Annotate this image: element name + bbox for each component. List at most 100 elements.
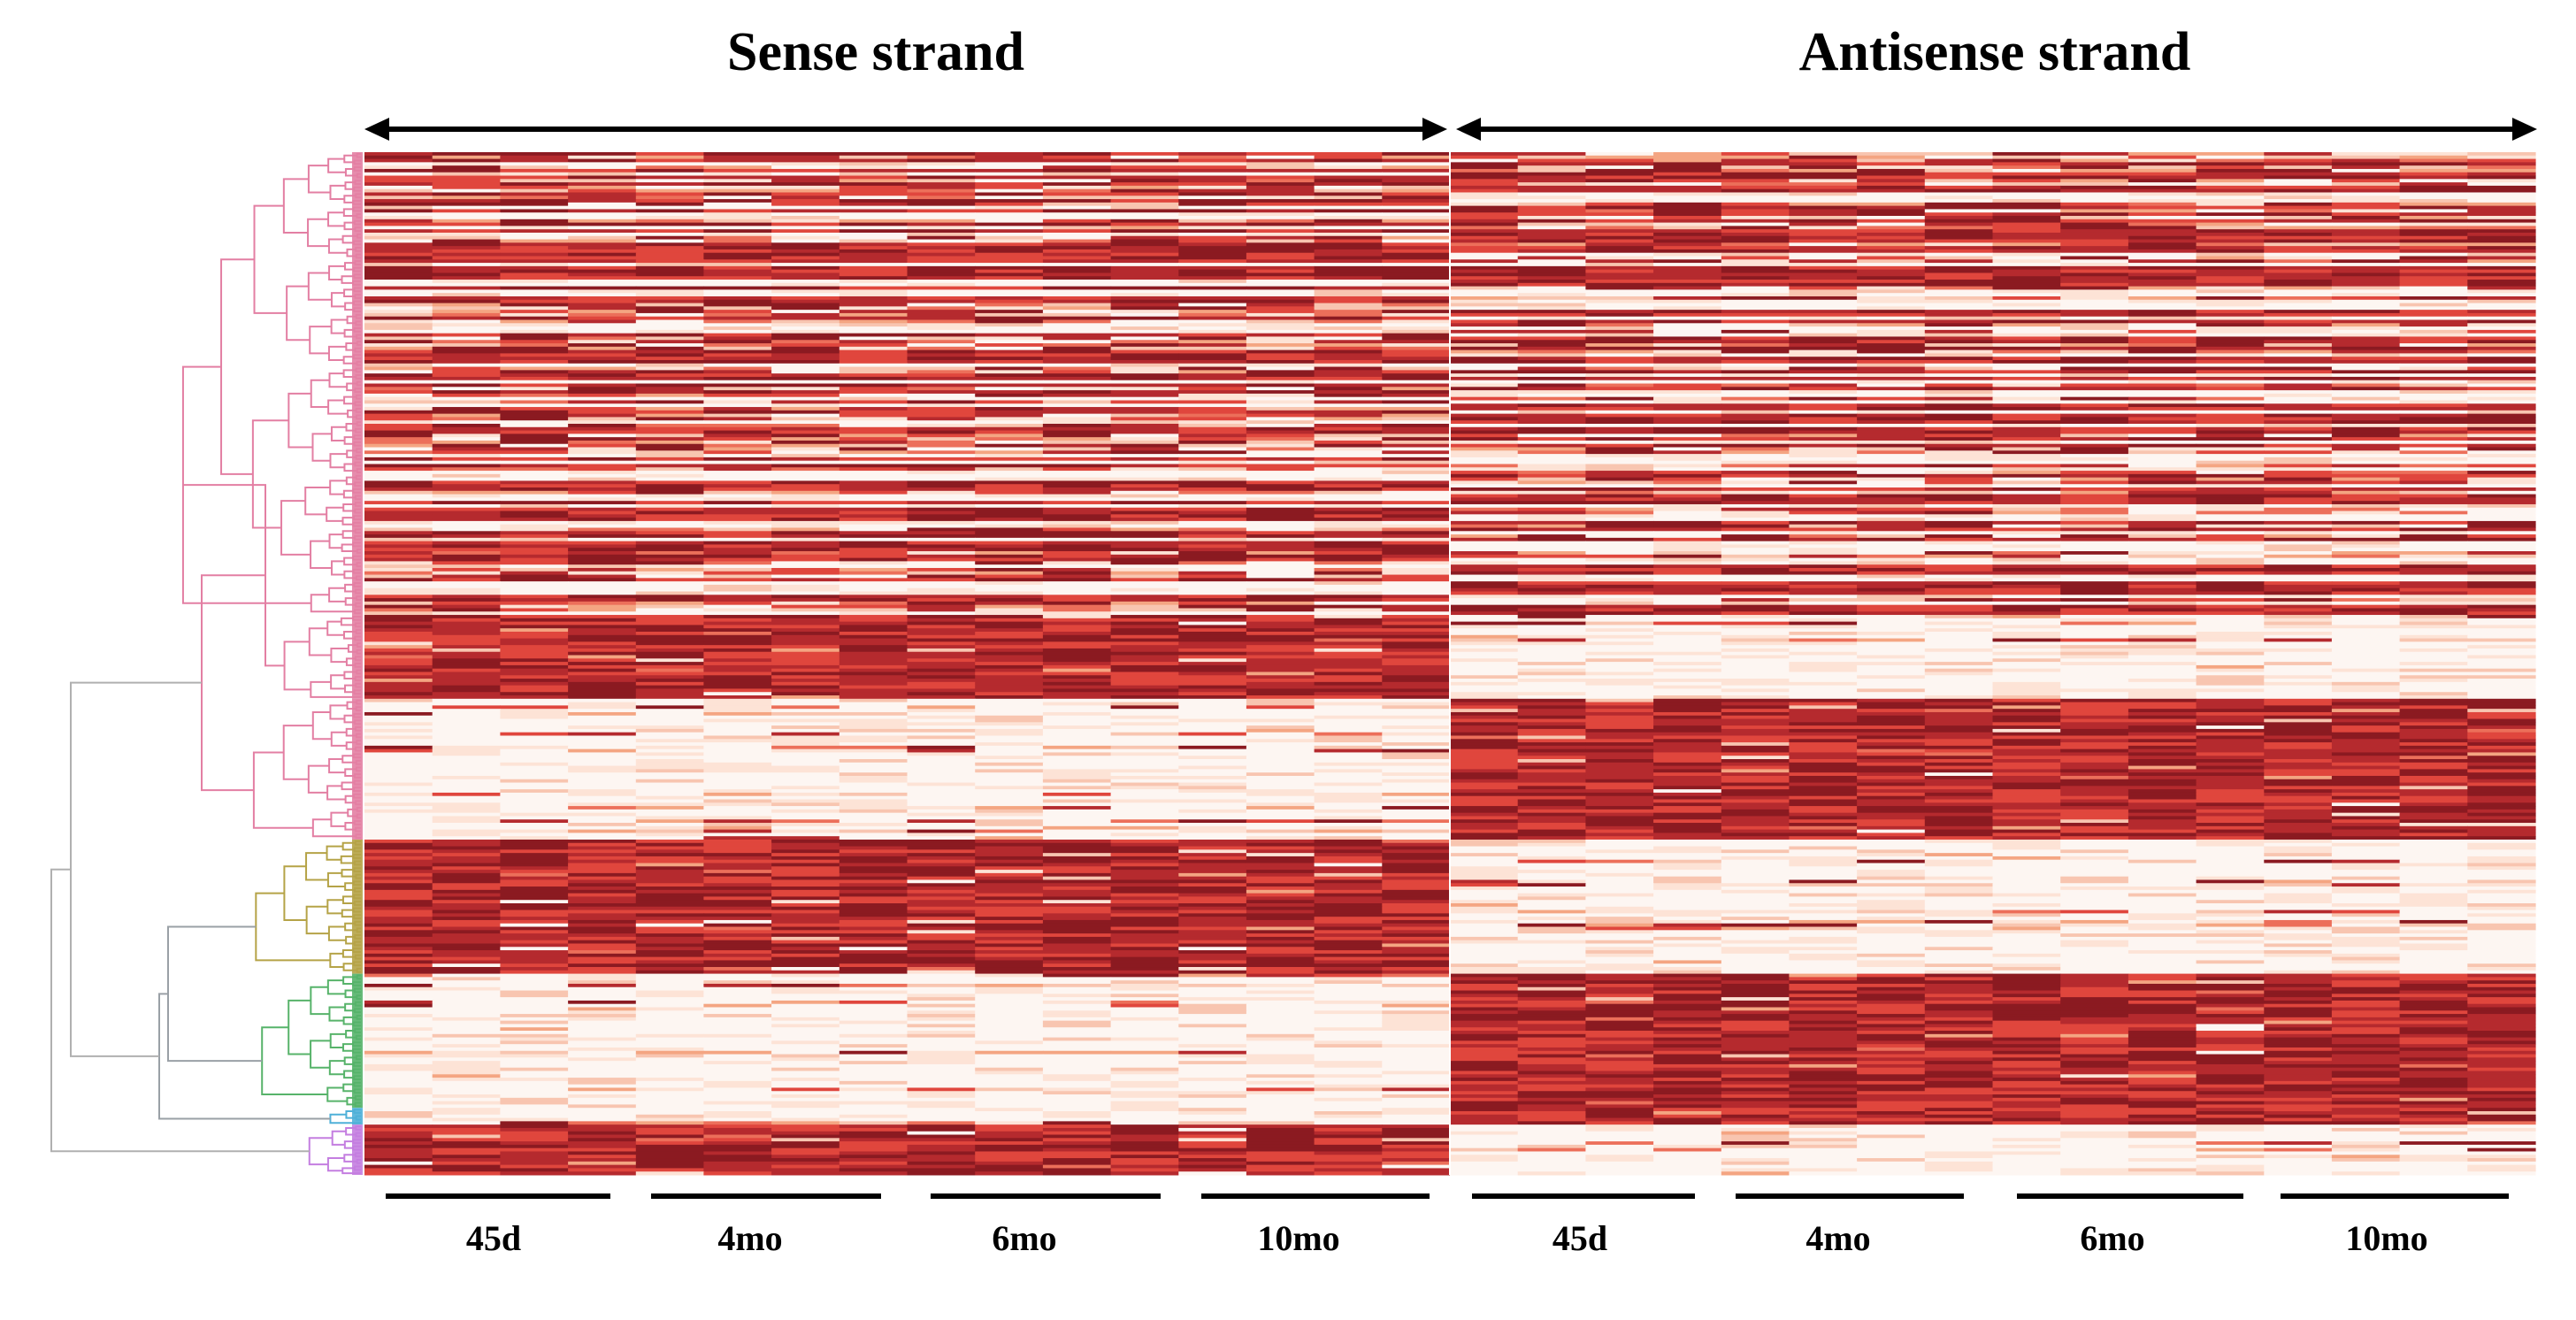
heatmap-cell bbox=[2331, 390, 2401, 395]
heatmap-cell bbox=[500, 272, 569, 277]
heatmap-cell bbox=[2399, 363, 2468, 368]
heatmap-cell bbox=[1246, 487, 1315, 492]
heatmap-cell bbox=[839, 548, 908, 552]
heatmap-cell bbox=[1314, 403, 1383, 408]
heatmap-row bbox=[364, 578, 2536, 582]
heatmap-cell bbox=[839, 216, 908, 220]
heatmap-cell bbox=[432, 329, 501, 334]
heatmap-cell bbox=[2060, 259, 2129, 264]
heatmap-cell bbox=[1382, 282, 1451, 288]
heatmap-cell bbox=[568, 393, 637, 398]
heatmap-cell bbox=[2467, 252, 2536, 257]
heatmap-cell bbox=[1110, 524, 1179, 528]
heatmap-cell bbox=[1314, 222, 1383, 226]
heatmap-cell bbox=[1789, 440, 1858, 445]
heatmap-cell bbox=[1653, 370, 1722, 374]
heatmap-cell bbox=[703, 343, 772, 348]
heatmap-cell bbox=[1314, 158, 1383, 163]
heatmap-cell bbox=[2264, 564, 2333, 569]
heatmap-cell bbox=[1924, 265, 1994, 271]
heatmap-cell bbox=[635, 507, 705, 512]
heatmap-cell bbox=[1585, 595, 1654, 599]
heatmap-cell bbox=[2196, 259, 2265, 264]
heatmap-cell bbox=[1585, 554, 1654, 559]
heatmap-cell bbox=[568, 353, 637, 357]
heatmap-cell bbox=[1653, 340, 1722, 344]
heatmap-cell bbox=[2399, 359, 2468, 365]
heatmap-cell bbox=[2128, 172, 2197, 177]
heatmap-cell bbox=[771, 336, 840, 341]
heatmap-cell bbox=[2467, 336, 2536, 341]
heatmap-cell bbox=[1721, 420, 1790, 425]
heatmap-cell bbox=[1246, 514, 1315, 518]
heatmap-cell bbox=[635, 591, 705, 595]
heatmap-cell bbox=[568, 490, 637, 495]
heatmap-cell bbox=[2331, 487, 2401, 492]
heatmap-cell bbox=[1924, 480, 1994, 485]
heatmap-cell bbox=[2264, 403, 2333, 408]
heatmap-cell bbox=[2060, 534, 2129, 539]
heatmap-cell bbox=[2128, 611, 2197, 616]
heatmap-cell bbox=[2196, 510, 2265, 515]
heatmap-cell bbox=[1653, 464, 1722, 468]
heatmap-cell bbox=[432, 567, 501, 572]
heatmap-cell bbox=[839, 366, 908, 371]
heatmap-cell bbox=[568, 484, 637, 488]
heatmap-cell bbox=[635, 541, 705, 545]
heatmap-cell bbox=[975, 212, 1044, 217]
heatmap-cell bbox=[703, 548, 772, 552]
heatmap-cell bbox=[771, 363, 840, 368]
heatmap-cell bbox=[703, 450, 772, 455]
heatmap-cell bbox=[839, 249, 908, 254]
heatmap-cell bbox=[1246, 155, 1315, 160]
heatmap-cell bbox=[1178, 346, 1247, 351]
heatmap-cell bbox=[1042, 551, 1112, 556]
heatmap-cell bbox=[2060, 306, 2129, 311]
heatmap-cell bbox=[1246, 457, 1315, 462]
heatmap-cell bbox=[1178, 269, 1247, 273]
heatmap-cell bbox=[2196, 179, 2265, 183]
heatmap-cell bbox=[1789, 604, 1858, 609]
heatmap-cell bbox=[364, 286, 433, 290]
heatmap-cell bbox=[2331, 256, 2401, 260]
heatmap-cell bbox=[907, 242, 976, 247]
heatmap-cell bbox=[771, 443, 840, 449]
heatmap-cell bbox=[1178, 182, 1247, 187]
heatmap-cell bbox=[2128, 548, 2197, 552]
heatmap-cell bbox=[1992, 152, 2061, 157]
heatmap-row bbox=[364, 477, 2536, 481]
heatmap-cell bbox=[1789, 182, 1858, 187]
heatmap-cell bbox=[568, 299, 637, 304]
heatmap-cell bbox=[1721, 497, 1790, 502]
heatmap-cell bbox=[635, 185, 705, 190]
heatmap-cell bbox=[2128, 400, 2197, 404]
heatmap-cell bbox=[839, 591, 908, 595]
heatmap-cell bbox=[771, 165, 840, 170]
heatmap-cell bbox=[1110, 199, 1179, 203]
heatmap-cell bbox=[2196, 209, 2265, 213]
heatmap-cell bbox=[2196, 333, 2265, 337]
heatmap-cell bbox=[771, 591, 840, 595]
heatmap-cell bbox=[1517, 373, 1586, 378]
heatmap-cell bbox=[2060, 544, 2129, 549]
heatmap-cell bbox=[2196, 205, 2265, 210]
heatmap-cell bbox=[1042, 417, 1112, 421]
heatmap-cell bbox=[568, 567, 637, 572]
heatmap-cell bbox=[1653, 336, 1722, 341]
heatmap-cell bbox=[1042, 527, 1112, 532]
heatmap-cell bbox=[2128, 473, 2197, 479]
heatmap-cell bbox=[1382, 494, 1451, 498]
heatmap-cell bbox=[975, 413, 1044, 418]
heatmap-cell bbox=[2128, 387, 2197, 391]
heatmap-cell bbox=[1517, 514, 1586, 518]
heatmap-cell bbox=[1857, 175, 1926, 180]
heatmap-cell bbox=[1110, 259, 1179, 264]
heatmap-cell bbox=[2331, 534, 2401, 539]
heatmap-cell bbox=[500, 403, 569, 408]
heatmap-cell bbox=[1992, 165, 2061, 170]
heatmap-cell bbox=[1992, 450, 2061, 455]
heatmap-cell bbox=[703, 420, 772, 425]
heatmap-cell bbox=[1314, 591, 1383, 595]
dendrogram-branch bbox=[331, 560, 345, 576]
heatmap-cell bbox=[432, 323, 501, 327]
